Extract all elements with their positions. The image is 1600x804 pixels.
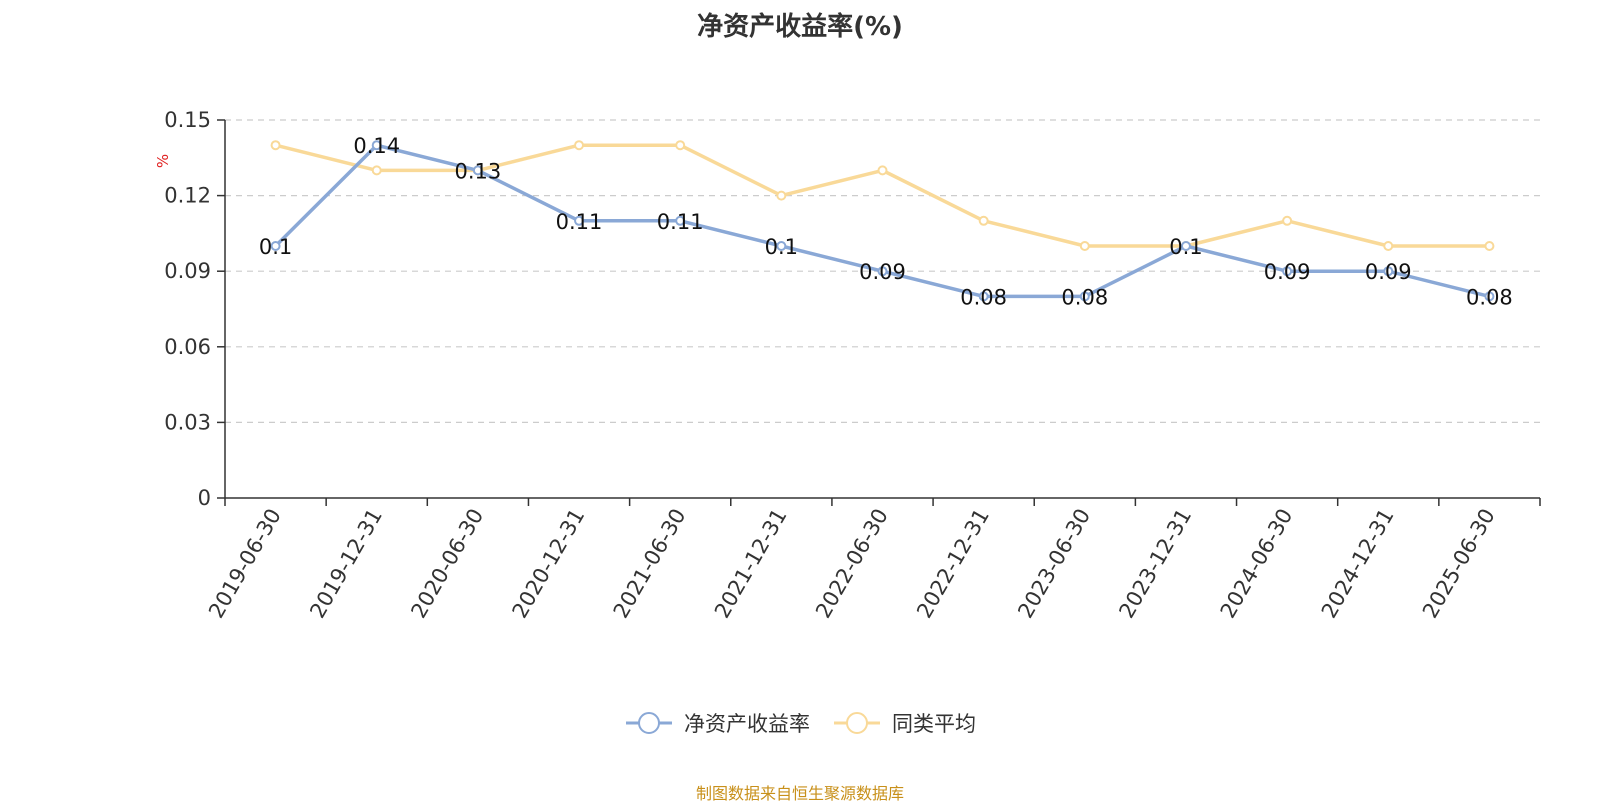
chart-legend: 净资产收益率 同类平均	[0, 708, 1600, 738]
x-tick-label: 2023-06-30	[1013, 505, 1095, 623]
data-point-peer-average	[371, 165, 382, 176]
data-point-roe	[675, 215, 686, 226]
legend-swatch-icon	[626, 712, 672, 734]
data-point-peer-average	[776, 190, 787, 201]
data-point-roe	[978, 291, 989, 302]
data-label: 0.09	[1264, 260, 1311, 284]
data-point-peer-average	[270, 140, 281, 151]
data-point-roe	[270, 241, 281, 251]
data-label: 0.09	[859, 260, 906, 284]
legend-label: 净资产收益率	[684, 712, 810, 736]
legend-item-roe[interactable]: 净资产收益率	[624, 708, 810, 738]
data-point-peer-average	[978, 215, 989, 226]
x-tick-label: 2022-06-30	[811, 505, 893, 623]
data-label: 0.08	[1466, 285, 1513, 309]
data-label: 0.13	[455, 159, 502, 183]
x-tick-label: 2020-06-30	[406, 505, 488, 623]
data-point-roe	[1282, 266, 1293, 277]
data-point-peer-average	[675, 140, 686, 151]
x-tick-label: 2019-06-30	[204, 505, 286, 623]
data-source-footer: 制图数据来自恒生聚源数据库	[695, 784, 904, 803]
x-tick-label: 2024-12-31	[1317, 505, 1399, 623]
y-tick-label: 0.03	[164, 410, 211, 434]
data-point-roe	[1383, 266, 1394, 277]
x-tick-label: 2023-12-31	[1114, 505, 1196, 623]
data-label: 0.1	[1169, 235, 1202, 259]
data-label: 0.1	[765, 235, 798, 259]
chart-title: 净资产收益率(%)	[697, 12, 903, 42]
x-tick-label: 2021-12-31	[710, 505, 792, 623]
y-tick-label: 0.09	[164, 259, 211, 283]
y-tick-label: 0.15	[164, 108, 211, 132]
data-label: 0.1	[259, 235, 292, 259]
data-label: 0.11	[556, 210, 603, 234]
data-label: 0.09	[1365, 260, 1412, 284]
data-point-peer-average	[1383, 241, 1394, 251]
y-tick-label: 0	[198, 486, 211, 510]
data-point-peer-average	[574, 140, 585, 151]
data-label: 0.08	[960, 285, 1007, 309]
data-point-roe	[776, 241, 787, 251]
data-point-roe	[1180, 241, 1191, 251]
data-point-roe	[472, 165, 483, 176]
data-point-roe	[1484, 291, 1495, 302]
y-tick-label: 0.06	[164, 335, 211, 359]
data-point-roe	[371, 140, 382, 151]
data-point-peer-average	[877, 165, 888, 176]
data-point-peer-average	[1484, 241, 1495, 251]
legend-label: 同类平均	[892, 712, 976, 736]
x-tick-label: 2021-06-30	[609, 505, 691, 623]
x-tick-label: 2022-12-31	[912, 504, 994, 622]
data-point-roe	[1079, 291, 1090, 302]
data-label: 0.08	[1061, 285, 1108, 309]
data-label: 0.14	[353, 134, 400, 158]
data-point-peer-average	[1079, 241, 1090, 251]
y-axis-label: %	[154, 154, 172, 168]
data-label: 0.11	[657, 210, 704, 234]
legend-item-peer-average[interactable]: 同类平均	[832, 708, 976, 738]
x-tick-label: 2024-06-30	[1216, 505, 1298, 623]
data-point-peer-average	[1282, 215, 1293, 226]
data-point-roe	[877, 266, 888, 277]
data-point-roe	[574, 215, 585, 226]
x-tick-label: 2020-12-31	[508, 505, 590, 623]
x-tick-label: 2019-12-31	[305, 505, 387, 623]
legend-swatch-icon	[834, 712, 880, 734]
y-tick-label: 0.12	[164, 184, 211, 208]
x-tick-label: 2025-06-30	[1418, 505, 1500, 623]
